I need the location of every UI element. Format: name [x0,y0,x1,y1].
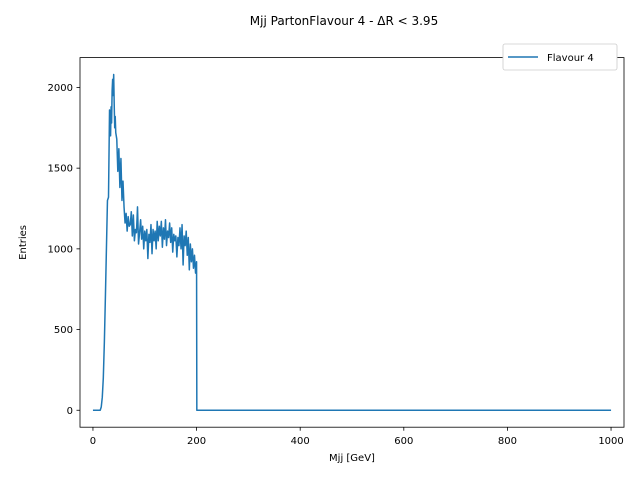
series-line [92,73,612,411]
x-tick-label: 1000 [598,436,623,447]
legend: Flavour 4 [502,43,618,71]
x-tick-label: 0 [90,436,96,447]
x-tick-label: 800 [498,436,517,447]
y-tick-label: 500 [54,325,73,336]
y-tick-label: 1500 [48,164,73,175]
x-tick-label: 200 [187,436,206,447]
x-axis-label: Mjj [GeV] [329,453,375,464]
plot-frame [79,57,625,428]
y-tick-label: 1000 [48,244,73,255]
y-axis-label: Entries [18,225,29,260]
x-tick-label: 600 [394,436,413,447]
chart-title: Mjj PartonFlavour 4 - ΔR < 3.95 [250,14,438,28]
y-tick-label: 0 [67,406,73,417]
y-tick-label: 2000 [48,83,73,94]
x-tick-label: 400 [291,436,310,447]
legend-series-label: Flavour 4 [547,53,594,64]
legend-box [502,43,618,71]
